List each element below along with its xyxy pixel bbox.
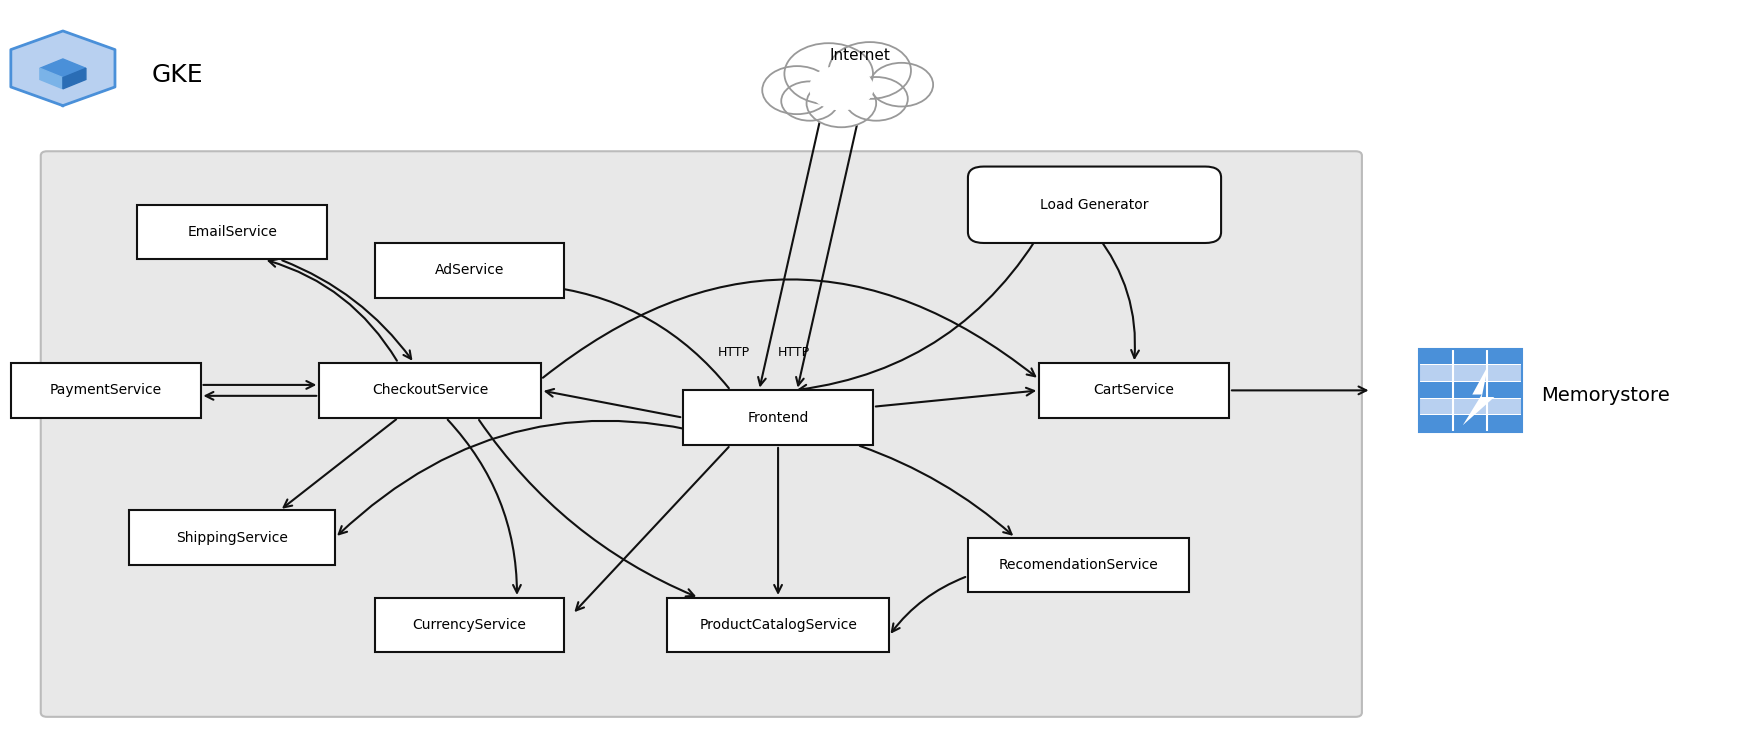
Text: ProductCatalogService: ProductCatalogService: [698, 618, 857, 632]
FancyBboxPatch shape: [375, 598, 564, 652]
FancyBboxPatch shape: [40, 151, 1362, 717]
Text: ShippingService: ShippingService: [176, 531, 288, 545]
Circle shape: [780, 82, 838, 120]
Text: Load Generator: Load Generator: [1041, 197, 1149, 212]
FancyBboxPatch shape: [1039, 363, 1229, 417]
Text: Memorystore: Memorystore: [1540, 386, 1669, 405]
Text: GKE: GKE: [152, 63, 203, 87]
Text: EmailService: EmailService: [187, 225, 278, 239]
Text: AdService: AdService: [435, 263, 505, 278]
Text: PaymentService: PaymentService: [49, 384, 162, 397]
Circle shape: [807, 79, 876, 127]
Polygon shape: [40, 59, 86, 78]
Circle shape: [763, 66, 831, 114]
Circle shape: [845, 77, 908, 120]
Polygon shape: [63, 68, 86, 89]
Text: HTTP: HTTP: [718, 346, 749, 358]
Text: HTTP: HTTP: [777, 346, 810, 358]
FancyBboxPatch shape: [967, 167, 1220, 243]
Circle shape: [784, 43, 873, 104]
Polygon shape: [1463, 366, 1495, 425]
FancyBboxPatch shape: [1419, 366, 1523, 381]
FancyBboxPatch shape: [320, 363, 541, 417]
FancyBboxPatch shape: [967, 538, 1189, 592]
Polygon shape: [10, 31, 115, 105]
Text: CheckoutService: CheckoutService: [372, 384, 489, 397]
Text: Internet: Internet: [829, 48, 890, 63]
Text: Frontend: Frontend: [747, 411, 808, 425]
Text: CartService: CartService: [1093, 384, 1175, 397]
Text: CurrencyService: CurrencyService: [412, 618, 527, 632]
Polygon shape: [40, 68, 63, 89]
FancyBboxPatch shape: [1419, 415, 1523, 431]
FancyBboxPatch shape: [375, 243, 564, 298]
Text: RecomendationService: RecomendationService: [999, 558, 1159, 572]
Circle shape: [810, 66, 873, 110]
FancyBboxPatch shape: [129, 510, 335, 565]
FancyBboxPatch shape: [138, 205, 327, 260]
FancyBboxPatch shape: [667, 598, 889, 652]
FancyBboxPatch shape: [683, 390, 873, 445]
Circle shape: [829, 42, 911, 99]
FancyBboxPatch shape: [10, 363, 201, 417]
FancyBboxPatch shape: [1419, 382, 1523, 398]
FancyBboxPatch shape: [1419, 399, 1523, 414]
Circle shape: [870, 63, 932, 106]
FancyBboxPatch shape: [1419, 349, 1523, 364]
